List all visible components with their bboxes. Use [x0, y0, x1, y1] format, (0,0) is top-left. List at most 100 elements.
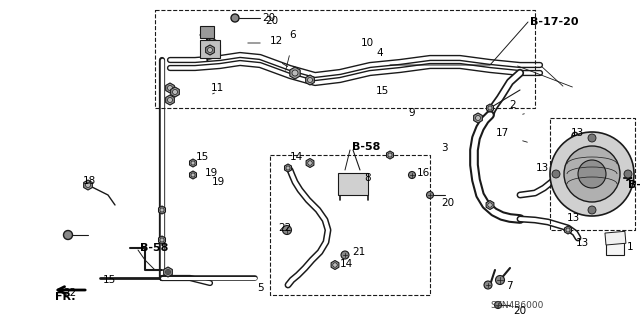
Polygon shape — [387, 151, 394, 159]
Text: 11: 11 — [211, 83, 224, 93]
Text: FR.: FR. — [55, 292, 76, 302]
Circle shape — [426, 191, 433, 198]
Circle shape — [488, 203, 492, 207]
Text: 10: 10 — [361, 38, 374, 48]
Circle shape — [207, 48, 212, 53]
Text: 19: 19 — [205, 168, 218, 178]
Circle shape — [588, 134, 596, 142]
Text: 12: 12 — [270, 36, 284, 46]
Text: 4: 4 — [376, 48, 383, 58]
Text: 17: 17 — [496, 128, 509, 138]
Text: 13: 13 — [536, 163, 549, 173]
Circle shape — [286, 166, 290, 170]
Polygon shape — [306, 75, 314, 85]
Polygon shape — [171, 87, 179, 97]
Text: 22: 22 — [278, 223, 291, 233]
Polygon shape — [166, 95, 174, 105]
Text: 20: 20 — [441, 198, 454, 208]
Circle shape — [209, 41, 214, 46]
Text: B-57: B-57 — [628, 180, 640, 190]
Polygon shape — [84, 180, 92, 190]
Polygon shape — [306, 159, 314, 167]
Polygon shape — [290, 67, 300, 79]
Circle shape — [495, 301, 502, 308]
Text: 22: 22 — [63, 288, 76, 298]
Text: 19: 19 — [212, 177, 225, 187]
Text: 14: 14 — [290, 152, 303, 162]
Circle shape — [63, 231, 72, 240]
Text: B-58: B-58 — [352, 142, 380, 152]
Circle shape — [282, 226, 291, 234]
Text: 18: 18 — [83, 176, 96, 186]
Text: 13: 13 — [576, 238, 589, 248]
Circle shape — [495, 276, 504, 285]
Circle shape — [86, 182, 90, 188]
FancyArrow shape — [606, 240, 624, 255]
Polygon shape — [474, 113, 483, 123]
Polygon shape — [564, 226, 572, 234]
Text: 1: 1 — [627, 242, 634, 252]
Text: 21: 21 — [352, 247, 365, 257]
Text: B-17-20: B-17-20 — [530, 17, 579, 27]
Text: 13: 13 — [567, 213, 580, 223]
Circle shape — [173, 90, 177, 94]
Circle shape — [550, 132, 634, 216]
Text: 7: 7 — [506, 281, 513, 291]
Bar — [200, 26, 214, 38]
Circle shape — [191, 161, 195, 165]
Text: 2: 2 — [509, 100, 516, 110]
Polygon shape — [189, 171, 196, 179]
Text: 20: 20 — [513, 306, 526, 316]
Circle shape — [476, 115, 481, 121]
Circle shape — [231, 14, 239, 22]
Text: 3: 3 — [441, 143, 447, 153]
Circle shape — [160, 208, 164, 212]
Circle shape — [624, 170, 632, 178]
Circle shape — [484, 281, 492, 289]
Polygon shape — [331, 261, 339, 270]
Circle shape — [308, 161, 312, 165]
Polygon shape — [486, 201, 494, 210]
Circle shape — [564, 146, 620, 202]
Text: 15: 15 — [196, 152, 209, 162]
Circle shape — [160, 238, 164, 242]
Circle shape — [168, 85, 173, 91]
Polygon shape — [486, 104, 493, 112]
Text: 8: 8 — [364, 173, 371, 183]
Text: 5: 5 — [257, 283, 264, 293]
Text: 16: 16 — [417, 168, 430, 178]
Circle shape — [566, 228, 570, 232]
Text: B-58: B-58 — [140, 243, 168, 253]
Polygon shape — [164, 267, 172, 277]
Polygon shape — [189, 159, 196, 167]
Circle shape — [333, 263, 337, 267]
Text: 15: 15 — [376, 86, 389, 96]
Bar — [338, 173, 368, 195]
Text: 13: 13 — [571, 128, 584, 138]
Text: 15: 15 — [103, 275, 116, 285]
Bar — [200, 40, 220, 58]
Circle shape — [488, 106, 492, 110]
Text: 20: 20 — [265, 16, 278, 26]
Circle shape — [292, 70, 298, 76]
Polygon shape — [159, 206, 166, 214]
Circle shape — [408, 172, 415, 179]
Circle shape — [588, 206, 596, 214]
Circle shape — [341, 251, 349, 259]
Circle shape — [552, 170, 560, 178]
Circle shape — [168, 98, 173, 102]
Text: 9: 9 — [408, 108, 415, 118]
Circle shape — [166, 270, 170, 275]
Circle shape — [166, 270, 170, 275]
Polygon shape — [205, 45, 214, 55]
Text: 20: 20 — [262, 13, 275, 23]
Circle shape — [578, 160, 606, 188]
Polygon shape — [207, 38, 216, 48]
Circle shape — [388, 153, 392, 157]
Text: SZN4B6000: SZN4B6000 — [490, 301, 543, 310]
Bar — [605, 231, 626, 245]
Polygon shape — [166, 83, 174, 93]
Text: 6: 6 — [289, 30, 296, 40]
Text: 14: 14 — [340, 259, 353, 269]
Circle shape — [191, 173, 195, 177]
